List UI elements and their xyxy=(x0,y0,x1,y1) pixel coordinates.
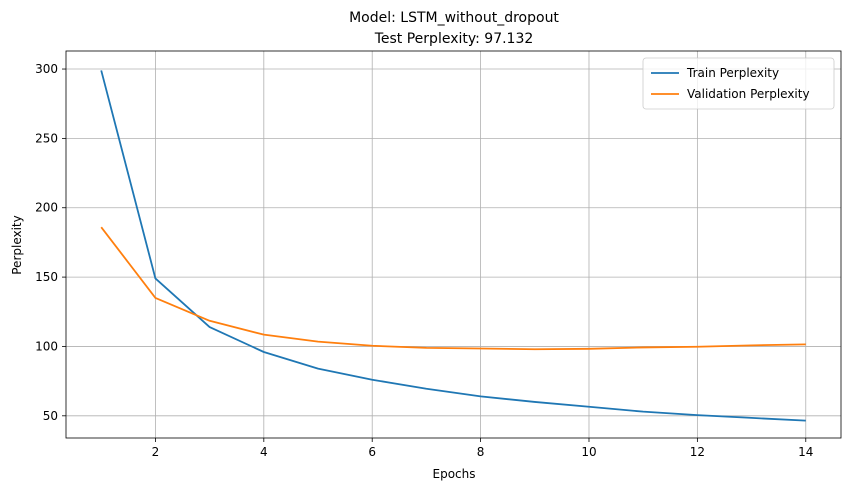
chart-title-line1: Model: LSTM_without_dropout xyxy=(349,10,559,26)
x-tick-label-4: 4 xyxy=(260,445,268,459)
x-axis-label: Epochs xyxy=(433,467,476,481)
legend-box xyxy=(642,57,835,110)
y-tick-label-150: 150 xyxy=(35,270,58,284)
y-tick-label-250: 250 xyxy=(35,131,58,145)
legend-label-train: Train Perplexity xyxy=(686,66,779,80)
chart-title-line2: Test Perplexity: 97.132 xyxy=(374,31,534,47)
x-tick-label-10: 10 xyxy=(581,445,596,459)
x-tick-label-6: 6 xyxy=(368,445,376,459)
series-line-train xyxy=(100,70,806,422)
x-tick-label-14: 14 xyxy=(798,445,813,459)
plot-frame xyxy=(65,50,842,439)
y-tick-label-200: 200 xyxy=(35,201,58,215)
y-axis-label: Perplexity xyxy=(10,215,24,275)
x-tick-label-12: 12 xyxy=(690,445,705,459)
x-tick-label-2: 2 xyxy=(152,445,160,459)
legend: Train Perplexity Validation Perplexity xyxy=(642,57,835,110)
series-line-validation xyxy=(100,226,806,351)
y-tick-label-100: 100 xyxy=(35,339,58,353)
axis-ticks: 2 4 6 8 10 12 14 50 100 150 200 250 300 xyxy=(35,62,813,459)
x-tick-label-8: 8 xyxy=(477,445,485,459)
y-tick-label-50: 50 xyxy=(43,409,58,423)
y-tick-label-300: 300 xyxy=(35,62,58,76)
legend-label-validation: Validation Perplexity xyxy=(687,87,810,101)
series-lines xyxy=(100,70,806,422)
